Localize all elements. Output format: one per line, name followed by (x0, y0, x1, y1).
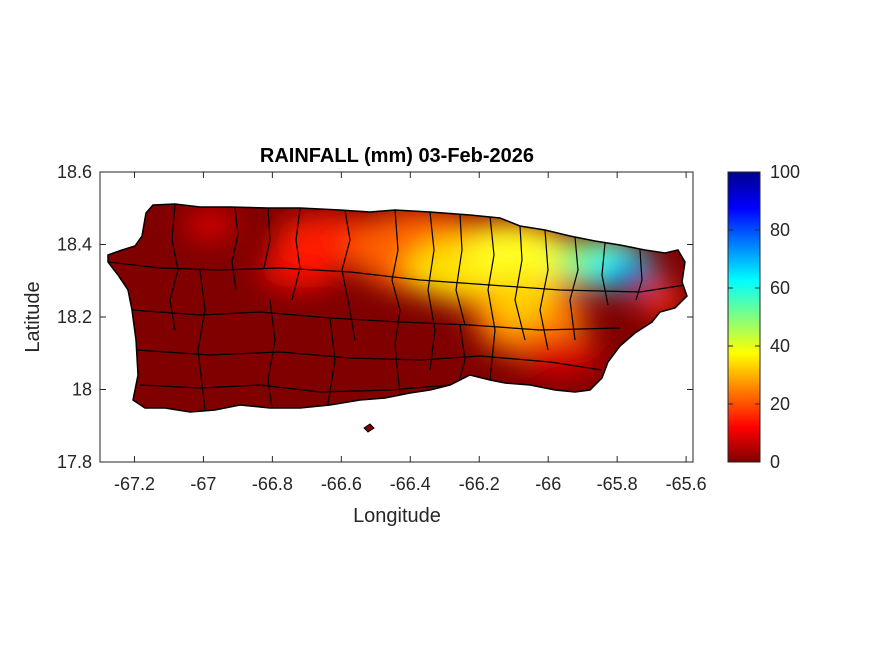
x-axis-ticks: -67.2 -67 -66.8 -66.6 -66.4 -66.2 -66 -65.8 -65.… (114, 172, 707, 494)
municipality-boundaries (108, 204, 686, 411)
colorbar (727, 171, 761, 463)
x-tick-label: -66.4 (390, 474, 431, 494)
y-tick-label: 18.2 (57, 307, 92, 327)
island-outline (107, 203, 688, 413)
x-tick-label: -67.2 (114, 474, 155, 494)
colorbar-ticks: 0 20 40 60 80 100 (728, 162, 800, 472)
y-tick-label: 18 (72, 380, 92, 400)
y-axis-ticks: 17.8 18 18.2 18.4 18.6 (57, 162, 693, 472)
x-tick-label: -66 (535, 474, 561, 494)
y-tick-label: 18.4 (57, 235, 92, 255)
colorbar-tick-label: 20 (770, 394, 790, 414)
y-tick-label: 17.8 (57, 452, 92, 472)
y-axis-label: Latitude (22, 281, 44, 352)
x-tick-label: -67 (190, 474, 216, 494)
x-tick-label: -66.8 (252, 474, 293, 494)
y-tick-label: 18.6 (57, 162, 92, 182)
colorbar-tick-label: 40 (770, 336, 790, 356)
colorbar-tick-label: 80 (770, 220, 790, 240)
colorbar-tick-label: 100 (770, 162, 800, 182)
x-tick-label: -66.2 (459, 474, 500, 494)
chart-title: RAINFALL (mm) 03-Feb-2026 (260, 145, 534, 167)
colorbar-tick-label: 0 (770, 452, 780, 472)
small-island (363, 423, 375, 433)
x-axis-label: Longitude (353, 505, 441, 527)
colorbar-tick-label: 60 (770, 278, 790, 298)
x-tick-label: -65.6 (666, 474, 707, 494)
x-tick-label: -66.6 (321, 474, 362, 494)
x-tick-label: -65.8 (597, 474, 638, 494)
